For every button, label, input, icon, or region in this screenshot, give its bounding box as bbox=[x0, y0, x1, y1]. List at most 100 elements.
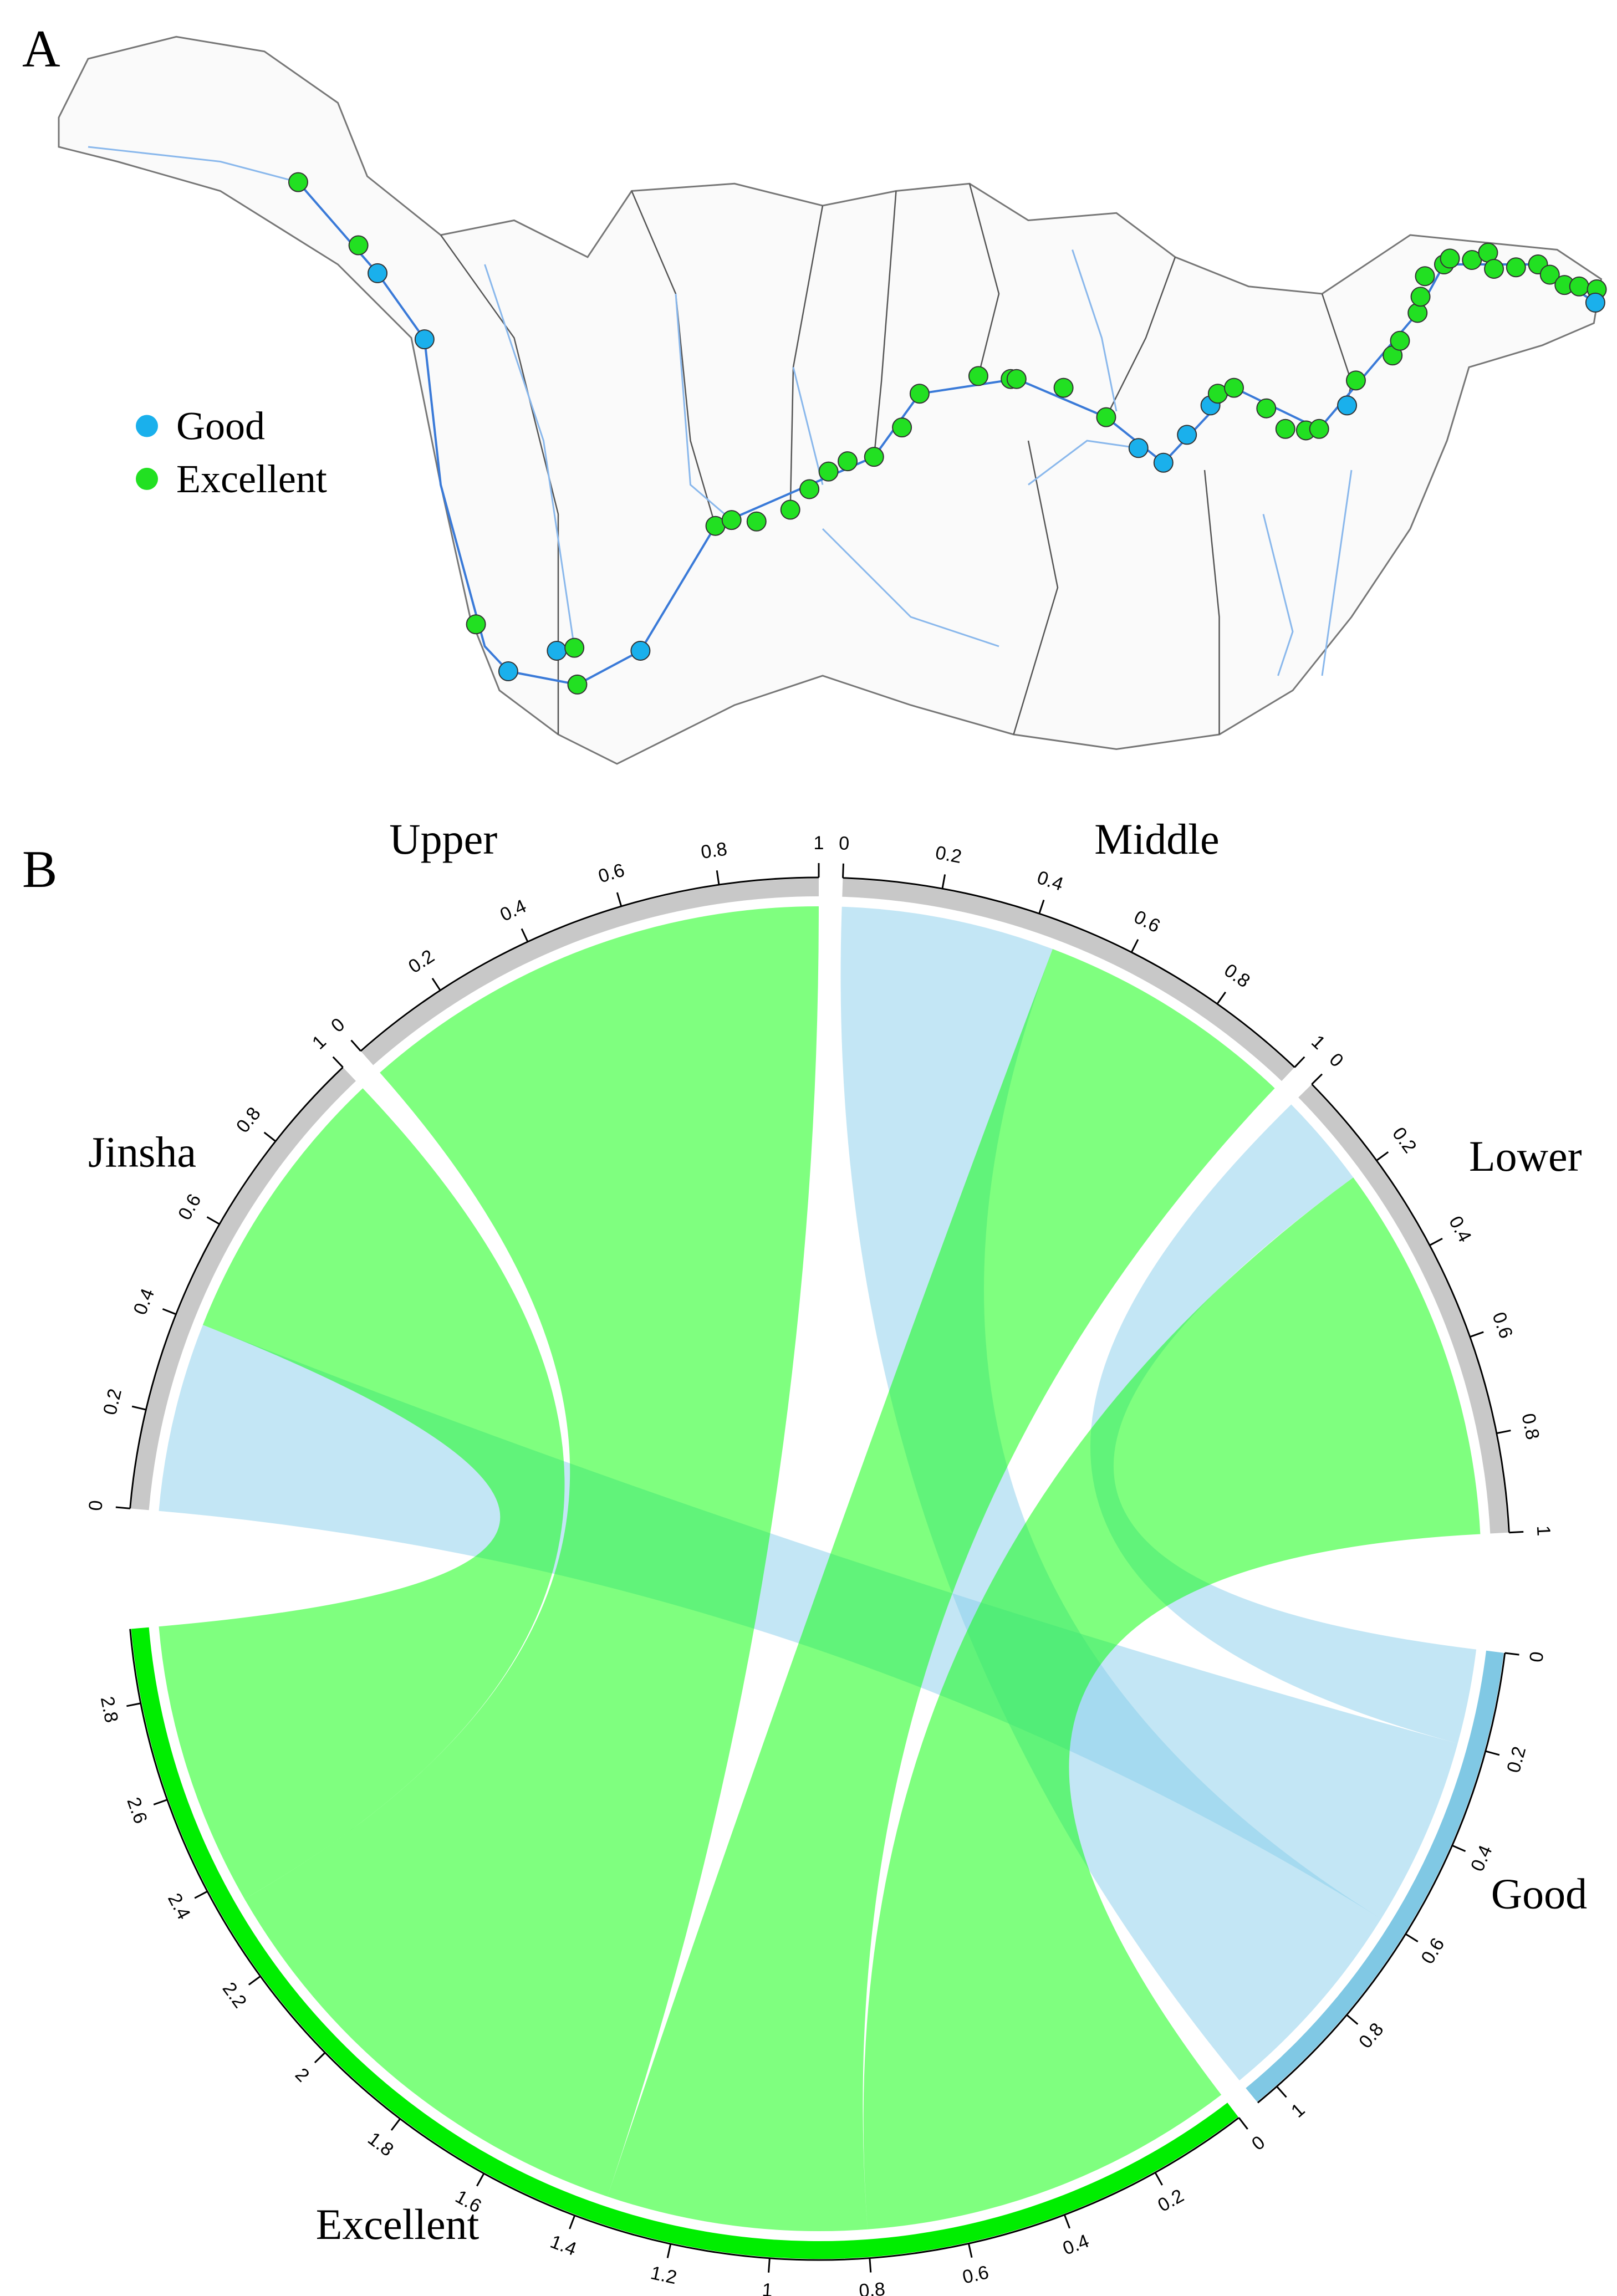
site bbox=[968, 366, 988, 386]
tick-mark bbox=[1496, 1430, 1511, 1435]
sector-axis bbox=[360, 876, 819, 1052]
site bbox=[1096, 407, 1116, 427]
tick-label: 0.2 bbox=[405, 946, 438, 978]
tick-mark bbox=[941, 874, 946, 889]
tick-mark bbox=[1154, 2172, 1163, 2186]
site bbox=[1256, 398, 1277, 419]
site bbox=[1390, 330, 1410, 351]
site bbox=[1275, 419, 1295, 439]
tick-label: 0.2 bbox=[1503, 1744, 1530, 1775]
site bbox=[630, 640, 651, 661]
site bbox=[1309, 419, 1329, 439]
tick-label: 0.2 bbox=[934, 842, 963, 868]
tick-label: 1 bbox=[814, 833, 824, 854]
site bbox=[1440, 248, 1460, 269]
sector-band bbox=[842, 879, 1294, 1081]
tick-label: 0.8 bbox=[232, 1103, 265, 1137]
tick-label: 0.4 bbox=[130, 1285, 159, 1318]
sector-label: Upper bbox=[389, 815, 497, 863]
tick-mark bbox=[842, 863, 844, 878]
tick-label: 1.4 bbox=[547, 2231, 579, 2260]
site bbox=[1128, 438, 1149, 458]
river bbox=[675, 293, 732, 521]
tick-mark bbox=[1452, 1844, 1466, 1853]
site bbox=[1484, 258, 1504, 279]
river bbox=[88, 146, 299, 183]
tick-label: 0.2 bbox=[1154, 2185, 1187, 2216]
tick-label: 2.2 bbox=[218, 1978, 251, 2012]
tick-mark bbox=[263, 1131, 276, 1142]
sector-label: Jinsha bbox=[88, 1127, 196, 1176]
tick-mark bbox=[131, 1405, 146, 1411]
site bbox=[288, 172, 308, 192]
tick-label: 0.2 bbox=[1388, 1124, 1421, 1157]
site bbox=[1153, 452, 1174, 473]
tick-label: 1.8 bbox=[364, 2128, 397, 2161]
sub-basin-boundary bbox=[1105, 257, 1176, 418]
map: Good Excellent bbox=[58, 35, 1607, 765]
river bbox=[792, 367, 824, 485]
tick-mark bbox=[521, 928, 529, 942]
site bbox=[567, 674, 588, 695]
tick-mark bbox=[1063, 2215, 1070, 2229]
tick-label: 0.2 bbox=[99, 1387, 126, 1417]
sector-axis bbox=[129, 1067, 344, 1509]
tick-label: 0.8 bbox=[1517, 1412, 1543, 1442]
site bbox=[838, 451, 858, 472]
tick-label: 0 bbox=[327, 1014, 349, 1037]
tick-label: 0.6 bbox=[1417, 1935, 1448, 1968]
site bbox=[498, 661, 518, 682]
tick-label: 1 bbox=[761, 2279, 773, 2296]
legend-marker bbox=[136, 415, 158, 437]
sector-axis bbox=[1311, 1083, 1510, 1533]
tick-label: 0 bbox=[85, 1499, 107, 1512]
site bbox=[1506, 257, 1526, 278]
site bbox=[466, 614, 486, 635]
tick-label: 1.2 bbox=[649, 2262, 679, 2288]
panel-label: A bbox=[22, 19, 60, 78]
sub-basin-boundary bbox=[873, 191, 897, 457]
sub-basin-boundary bbox=[1013, 440, 1059, 735]
river bbox=[1321, 470, 1353, 676]
tick-mark bbox=[1470, 1331, 1484, 1338]
site bbox=[1177, 425, 1197, 445]
tick-label: 0.6 bbox=[961, 2262, 991, 2288]
site bbox=[1337, 395, 1358, 416]
tick-label: 0.4 bbox=[1034, 867, 1066, 895]
site bbox=[1410, 287, 1431, 307]
tick-mark bbox=[1346, 2014, 1359, 2025]
tick-label: 2.4 bbox=[164, 1890, 195, 1923]
tick-mark bbox=[1311, 1073, 1323, 1085]
sector-band bbox=[361, 879, 819, 1065]
tick-mark bbox=[1485, 1750, 1500, 1756]
river bbox=[1262, 514, 1294, 676]
site bbox=[1569, 276, 1589, 297]
tick-mark bbox=[1216, 991, 1227, 1004]
tick-label: 2.8 bbox=[96, 1695, 122, 1724]
sector-axis bbox=[1257, 1652, 1506, 2104]
tick-label: 0 bbox=[1526, 1650, 1548, 1663]
site bbox=[909, 384, 930, 404]
site bbox=[1585, 292, 1605, 313]
site bbox=[780, 499, 800, 520]
tick-label: 0.8 bbox=[1355, 2019, 1388, 2053]
site bbox=[1006, 369, 1027, 389]
tick-label: 0.8 bbox=[1220, 960, 1254, 992]
site bbox=[564, 637, 585, 658]
tick-mark bbox=[390, 2118, 401, 2131]
site bbox=[1345, 370, 1366, 391]
tick-mark bbox=[1294, 1056, 1305, 1068]
chord bbox=[607, 949, 1275, 2232]
tick-label: 1 bbox=[308, 1031, 330, 1054]
tick-label: 0.4 bbox=[497, 895, 529, 925]
tick-mark bbox=[162, 1308, 177, 1315]
tick-label: 2 bbox=[291, 2064, 313, 2086]
tick-mark bbox=[206, 1216, 220, 1225]
tick-label: 0.4 bbox=[1060, 2231, 1092, 2259]
tick-mark bbox=[716, 870, 720, 885]
tick-mark bbox=[616, 892, 623, 907]
tick-label: 0.6 bbox=[596, 860, 627, 887]
tick-mark bbox=[476, 2173, 485, 2187]
tick-label: 2.6 bbox=[123, 1794, 151, 1826]
